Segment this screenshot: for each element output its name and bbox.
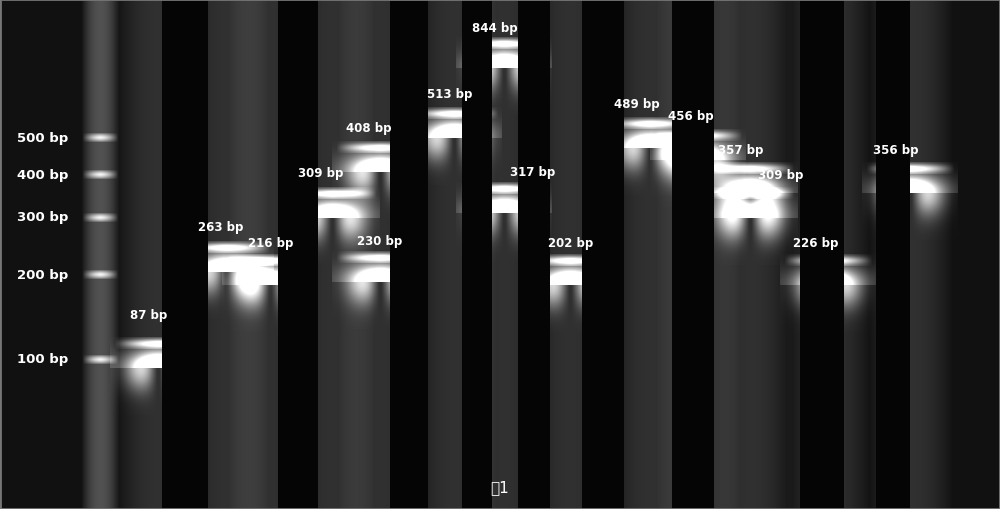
Text: 356 bp: 356 bp	[873, 143, 918, 156]
Text: 309 bp: 309 bp	[758, 168, 803, 181]
Text: 226 bp: 226 bp	[793, 236, 838, 249]
Text: 400 bp: 400 bp	[17, 168, 68, 181]
Text: 408 bp: 408 bp	[346, 121, 392, 134]
Text: 图1: 图1	[491, 479, 509, 495]
Text: 309 bp: 309 bp	[298, 166, 343, 179]
Text: 202 bp: 202 bp	[548, 236, 593, 249]
Text: 317 bp: 317 bp	[510, 165, 555, 178]
Text: 216 bp: 216 bp	[248, 236, 293, 249]
Text: 200 bp: 200 bp	[17, 268, 68, 281]
Text: 844 bp: 844 bp	[472, 21, 518, 35]
Text: 357 bp: 357 bp	[718, 143, 763, 156]
Text: 489 bp: 489 bp	[614, 97, 660, 110]
Text: 230 bp: 230 bp	[357, 234, 402, 247]
Text: 513 bp: 513 bp	[427, 88, 472, 100]
Text: 100 bp: 100 bp	[17, 353, 68, 366]
Text: 263 bp: 263 bp	[198, 221, 243, 234]
Text: 456 bp: 456 bp	[668, 109, 714, 122]
Text: 300 bp: 300 bp	[17, 211, 68, 224]
Text: 500 bp: 500 bp	[17, 131, 68, 144]
Text: 87 bp: 87 bp	[130, 308, 167, 321]
